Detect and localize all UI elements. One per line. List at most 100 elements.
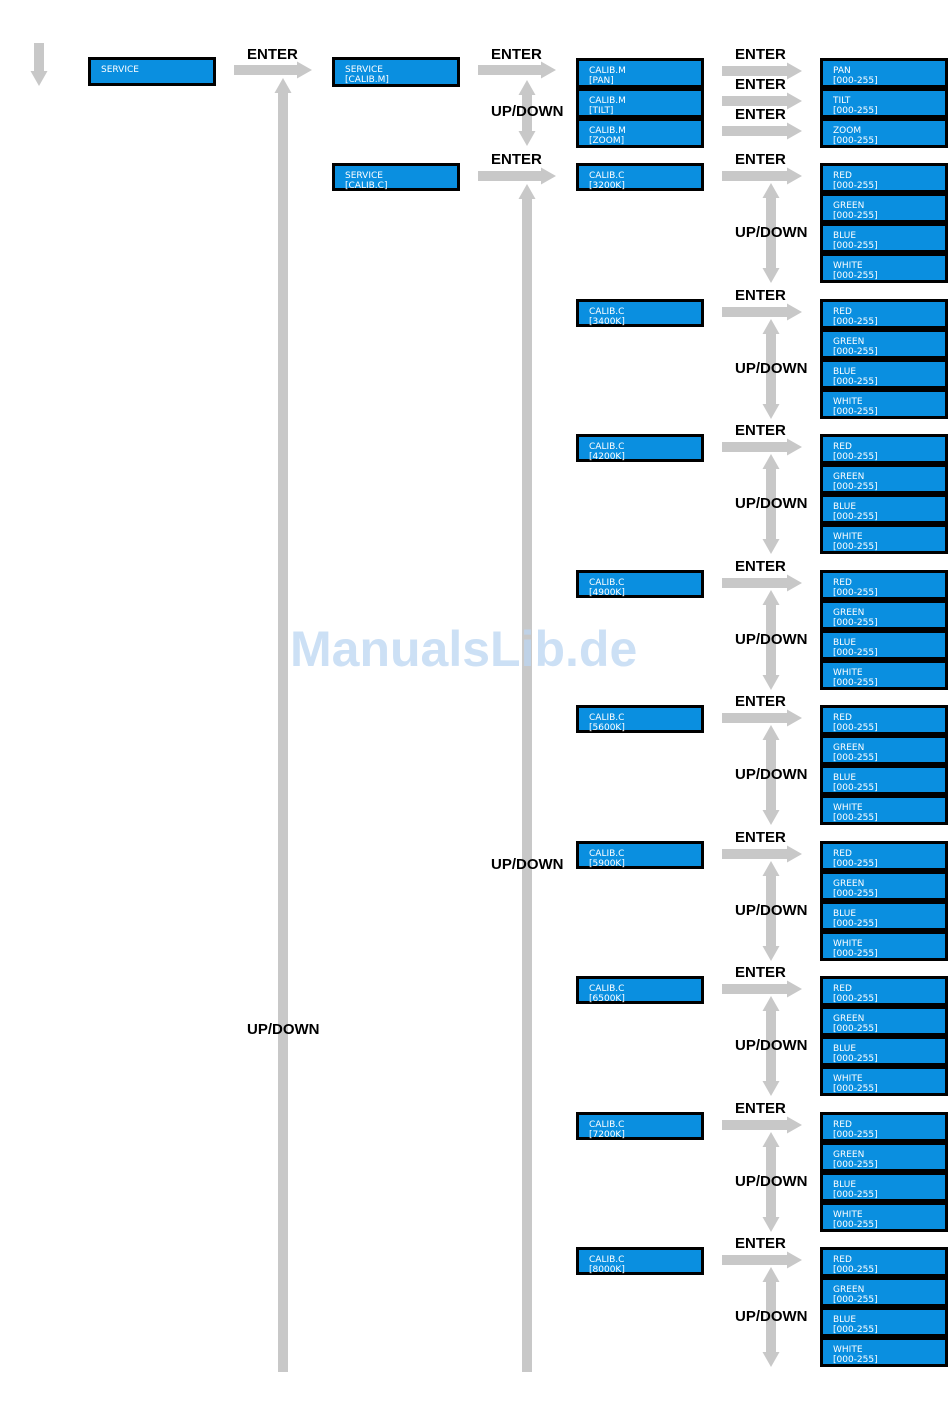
- label-updown-calib-c-channels: UP/DOWN: [735, 224, 808, 241]
- label-updown-calib-c-channels: UP/DOWN: [735, 495, 808, 512]
- watermark: ManualsLib.de: [290, 621, 638, 677]
- box-calib-m-item: CALIB.M [PAN]: [576, 58, 704, 88]
- box-calib-c-channel: RED [000-255]: [820, 705, 948, 735]
- label-enter-calib-c-temp: ENTER: [735, 558, 786, 575]
- label-enter-calib-m-value: ENTER: [735, 46, 786, 63]
- label-enter-calib-c-temp: ENTER: [735, 693, 786, 710]
- arrow-enter-calib-m-value: [722, 62, 802, 80]
- box-calib-c-channel: RED [000-255]: [820, 163, 948, 193]
- arrow-updown-calib-c-channels: [762, 1132, 780, 1232]
- label-updown-calib-c-channels: UP/DOWN: [735, 1173, 808, 1190]
- label-updown-level1: UP/DOWN: [247, 1021, 320, 1038]
- box-calib-c-channel: RED [000-255]: [820, 841, 948, 871]
- label-updown-calib-c: UP/DOWN: [491, 856, 564, 873]
- box-calib-m-item: CALIB.M [ZOOM]: [576, 118, 704, 148]
- box-calib-c-channel: BLUE [000-255]: [820, 1036, 948, 1066]
- arrow-updown-calib-c-channels: [762, 319, 780, 419]
- label-updown-calib-m: UP/DOWN: [491, 103, 564, 120]
- arrow-enter-calib-c-temp: [722, 1251, 802, 1269]
- box-service: SERVICE: [88, 57, 216, 86]
- label-enter-calib-c-temp: ENTER: [735, 151, 786, 168]
- arrow-updown-calib-c-channels: [762, 454, 780, 554]
- box-calib-c-channel: WHITE [000-255]: [820, 1066, 948, 1096]
- label-updown-calib-c-channels: UP/DOWN: [735, 902, 808, 919]
- entry-arrow: [30, 43, 48, 86]
- box-calib-c-channel: GREEN [000-255]: [820, 1142, 948, 1172]
- label-enter-calib-c-temp: ENTER: [735, 1100, 786, 1117]
- label-enter-calib-c-temp: ENTER: [735, 1235, 786, 1252]
- box-calib-c-channel: BLUE [000-255]: [820, 359, 948, 389]
- box-calib-c-channel: RED [000-255]: [820, 434, 948, 464]
- label-updown-calib-c-channels: UP/DOWN: [735, 766, 808, 783]
- arrow-enter-calib-c-temp: [722, 980, 802, 998]
- label-enter-calib-c-temp: ENTER: [735, 422, 786, 439]
- label-updown-calib-c-channels: UP/DOWN: [735, 1308, 808, 1325]
- box-calib-c-channel: WHITE [000-255]: [820, 931, 948, 961]
- box-calib-c-channel: BLUE [000-255]: [820, 901, 948, 931]
- label-enter-calib-c-temp: ENTER: [735, 287, 786, 304]
- box-calib-c-channel: GREEN [000-255]: [820, 193, 948, 223]
- box-calib-c-channel: WHITE [000-255]: [820, 389, 948, 419]
- arrow-enter-service: [234, 61, 312, 79]
- label-enter-calib-m-value: ENTER: [735, 106, 786, 123]
- box-calib-m-item: CALIB.M [TILT]: [576, 88, 704, 118]
- box-calib-c-channel: WHITE [000-255]: [820, 1337, 948, 1367]
- box-calib-c-temp: CALIB.C [8000K]: [576, 1247, 704, 1275]
- box-calib-m-value: PAN [000-255]: [820, 58, 948, 88]
- arrow-updown-calib-c-channels: [762, 1267, 780, 1367]
- arrow-enter-calib-m: [478, 61, 556, 79]
- box-calib-c-channel: RED [000-255]: [820, 570, 948, 600]
- box-calib-c-channel: RED [000-255]: [820, 1247, 948, 1277]
- box-calib-c-temp: CALIB.C [3200K]: [576, 163, 704, 191]
- box-service-calib-m: SERVICE [CALIB.M]: [332, 57, 460, 87]
- box-calib-c-channel: WHITE [000-255]: [820, 253, 948, 283]
- label-enter-calib-c: ENTER: [491, 151, 542, 168]
- arrow-updown-calib-c: [518, 184, 536, 1372]
- label-enter-calib-m-value: ENTER: [735, 76, 786, 93]
- box-calib-c-channel: BLUE [000-255]: [820, 765, 948, 795]
- label-updown-calib-c-channels: UP/DOWN: [735, 1037, 808, 1054]
- box-calib-c-channel: GREEN [000-255]: [820, 1006, 948, 1036]
- box-calib-c-temp: CALIB.C [4200K]: [576, 434, 704, 462]
- arrow-enter-calib-c: [478, 167, 556, 185]
- arrow-updown-calib-c-channels: [762, 590, 780, 690]
- box-calib-c-channel: BLUE [000-255]: [820, 494, 948, 524]
- label-enter-calib-c-temp: ENTER: [735, 829, 786, 846]
- box-calib-m-value: ZOOM [000-255]: [820, 118, 948, 148]
- box-calib-c-channel: GREEN [000-255]: [820, 329, 948, 359]
- arrow-updown-calib-c-channels: [762, 996, 780, 1096]
- arrow-enter-calib-c-temp: [722, 167, 802, 185]
- arrow-enter-calib-c-temp: [722, 438, 802, 456]
- box-service-calib-c: SERVICE [CALIB.C]: [332, 163, 460, 191]
- box-calib-c-channel: WHITE [000-255]: [820, 795, 948, 825]
- label-enter-calib-c-temp: ENTER: [735, 964, 786, 981]
- box-calib-c-channel: BLUE [000-255]: [820, 630, 948, 660]
- arrow-enter-calib-c-temp: [722, 1116, 802, 1134]
- box-calib-c-channel: RED [000-255]: [820, 1112, 948, 1142]
- box-calib-c-channel: GREEN [000-255]: [820, 464, 948, 494]
- box-calib-c-channel: WHITE [000-255]: [820, 524, 948, 554]
- arrow-enter-calib-c-temp: [722, 303, 802, 321]
- box-calib-c-channel: GREEN [000-255]: [820, 871, 948, 901]
- box-calib-c-temp: CALIB.C [5600K]: [576, 705, 704, 733]
- arrow-enter-calib-c-temp: [722, 574, 802, 592]
- label-enter-calib-m: ENTER: [491, 46, 542, 63]
- arrow-enter-calib-m-value: [722, 122, 802, 140]
- box-calib-c-channel: BLUE [000-255]: [820, 223, 948, 253]
- box-calib-c-temp: CALIB.C [4900K]: [576, 570, 704, 598]
- arrow-enter-calib-m-value: [722, 92, 802, 110]
- arrow-updown-calib-c-channels: [762, 861, 780, 961]
- box-calib-c-channel: GREEN [000-255]: [820, 735, 948, 765]
- box-calib-c-temp: CALIB.C [5900K]: [576, 841, 704, 869]
- box-calib-c-temp: CALIB.C [3400K]: [576, 299, 704, 327]
- arrow-updown-calib-c-channels: [762, 183, 780, 283]
- box-calib-c-channel: GREEN [000-255]: [820, 600, 948, 630]
- arrow-enter-calib-c-temp: [722, 709, 802, 727]
- label-updown-calib-c-channels: UP/DOWN: [735, 360, 808, 377]
- box-calib-c-channel: RED [000-255]: [820, 299, 948, 329]
- arrow-enter-calib-c-temp: [722, 845, 802, 863]
- box-calib-c-channel: RED [000-255]: [820, 976, 948, 1006]
- box-calib-c-channel: BLUE [000-255]: [820, 1172, 948, 1202]
- box-calib-c-temp: CALIB.C [7200K]: [576, 1112, 704, 1140]
